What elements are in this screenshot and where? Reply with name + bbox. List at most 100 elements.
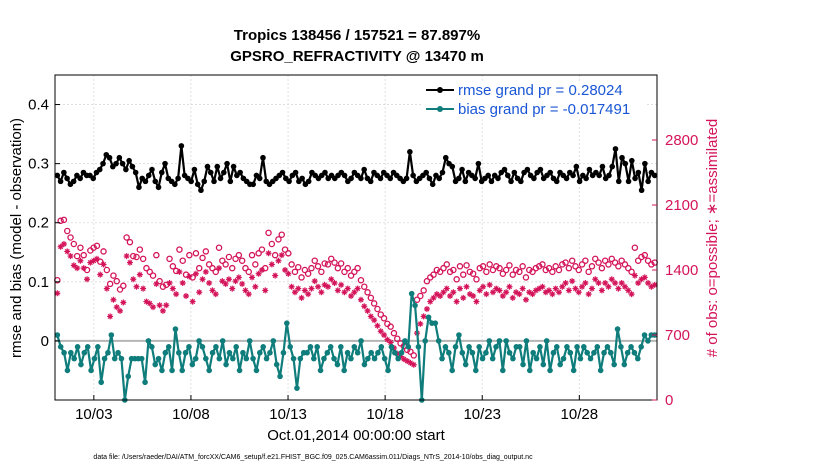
bias-point [408, 290, 415, 297]
assimilated-obs-marker [60, 241, 67, 247]
rmse-point [576, 178, 583, 185]
x-axis: 10/03 10/08 10/13 10/18 10/23 10/28 [75, 395, 598, 423]
possible-obs-marker [228, 264, 236, 272]
bias-point [101, 355, 108, 362]
possible-obs-marker [80, 251, 87, 259]
possible-obs-marker [522, 274, 530, 281]
rmse-point [573, 163, 580, 170]
assimilated-obs-marker [202, 268, 209, 275]
bias-point [297, 355, 304, 362]
possible-obs-marker [631, 244, 639, 251]
bias-point [435, 338, 442, 344]
bias-point [54, 332, 61, 338]
rmse-point [348, 175, 354, 182]
bias-point [506, 349, 513, 356]
rmse-point [367, 178, 374, 185]
possible-obs-marker [308, 264, 315, 272]
bias-point [327, 344, 334, 350]
possible-obs-marker [116, 286, 124, 293]
possible-obs-marker [90, 244, 97, 251]
rmse-point [504, 172, 511, 179]
bias-point [422, 338, 428, 344]
assimilated-obs-marker [532, 287, 539, 294]
rmse-point [563, 175, 570, 182]
bias-point [645, 338, 651, 344]
assimilated-obs-marker [367, 313, 374, 320]
bias-point [223, 361, 229, 368]
assimilated-obs-marker [285, 270, 292, 277]
assimilated-obs-marker [110, 296, 117, 303]
possible-obs-marker [469, 270, 477, 277]
rmse-point [606, 172, 612, 179]
bias-point [68, 349, 74, 356]
assimilated-obs-marker [509, 294, 516, 301]
assimilated-obs-marker [420, 313, 427, 320]
assimilated-obs-marker [209, 287, 216, 294]
assimilated-obs-marker [169, 285, 176, 292]
possible-obs-marker [212, 268, 219, 276]
rmse-point [224, 160, 230, 167]
bias-point [385, 367, 391, 374]
bias-point [473, 367, 479, 374]
right-tick-label: 1400 [665, 262, 698, 279]
bias-point [611, 361, 617, 368]
assimilated-obs-marker [450, 289, 457, 296]
bias-point [594, 344, 601, 350]
possible-obs-marker [460, 271, 467, 278]
rmse-point [638, 187, 645, 194]
possible-obs-marker [496, 264, 503, 272]
bias-point [618, 344, 624, 350]
bias-point [631, 349, 638, 356]
possible-obs-marker [430, 271, 437, 278]
possible-obs-marker [344, 264, 351, 272]
data-file-footer: data file: /Users/raeder/DAI/ATM_forcXX/… [93, 454, 533, 461]
rmse-point [116, 154, 123, 161]
assimilated-obs-marker [542, 289, 549, 296]
assimilated-obs-marker [470, 293, 477, 299]
possible-obs-marker [202, 248, 210, 255]
left-tick-label: 0.2 [28, 215, 49, 232]
rmse-point [119, 160, 126, 167]
possible-obs-marker [463, 262, 470, 269]
rmse-point [442, 154, 449, 161]
legend-bias-label: bias grand pr = -0.017491 [458, 101, 630, 118]
bias-point [196, 338, 202, 344]
possible-obs-marker [516, 268, 523, 276]
possible-obs-marker [192, 250, 200, 257]
assimilated-obs-marker [423, 306, 430, 312]
rmse-point [439, 169, 446, 176]
possible-obs-marker [73, 252, 81, 260]
assimilated-obs-marker [384, 336, 391, 343]
possible-obs-marker [499, 270, 507, 277]
bias-point [230, 355, 236, 362]
rmse-point [305, 178, 312, 185]
assimilated-obs-marker [133, 283, 140, 290]
bias-point [338, 344, 344, 350]
assimilated-obs-marker [74, 265, 81, 272]
legend-box [422, 81, 646, 119]
bias-point [280, 349, 287, 356]
x-tick-label: 10/13 [269, 406, 307, 423]
bias-point [378, 344, 385, 350]
assimilated-obs-marker [615, 285, 622, 292]
possible-obs-marker [625, 264, 632, 272]
possible-obs-marker [595, 259, 602, 266]
possible-obs-marker [225, 253, 233, 261]
x-tick-label: 10/28 [561, 406, 599, 423]
legend: rmse grand pr = 0.28024 bias grand pr = … [422, 81, 646, 119]
assimilated-obs-marker [572, 285, 579, 292]
assimilated-obs-marker [199, 276, 206, 283]
bias-point [597, 367, 604, 374]
possible-obs-marker [489, 266, 497, 274]
bias-point [641, 332, 648, 338]
bias-point [540, 361, 547, 368]
possible-obs-marker [506, 262, 513, 269]
bias-point [381, 355, 388, 362]
bias-point [321, 355, 327, 362]
assimilated-obs-marker [588, 285, 595, 292]
rmse-point [586, 166, 593, 173]
possible-obs-marker [535, 263, 543, 270]
rmse-point [221, 169, 227, 176]
assimilated-obs-marker [354, 285, 361, 292]
rmse-point [622, 160, 629, 167]
